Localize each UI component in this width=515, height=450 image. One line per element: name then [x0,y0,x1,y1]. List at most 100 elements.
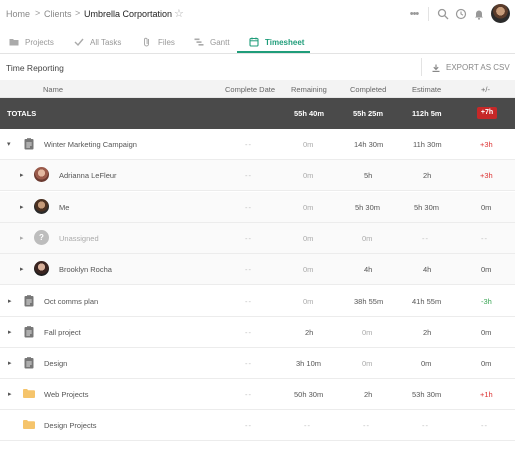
row-name: Unassigned [59,234,99,243]
table-header: Name Complete Date Remaining Completed E… [0,80,515,98]
column-header-estimate[interactable]: Estimate [412,85,442,94]
row-completed: 38h 55m [354,297,384,306]
row-name: Design Projects [44,421,97,430]
avatar [34,261,49,276]
bell-icon[interactable] [473,8,485,20]
search-icon[interactable] [437,8,449,20]
caret-right-icon[interactable]: ▸ [8,360,12,367]
document-icon [24,138,34,150]
row-estimate: 53h 30m [412,390,442,399]
row-name: Brooklyn Rocha [59,265,112,274]
row-diff: 0m [481,203,492,212]
tab-timesheet[interactable]: Timesheet [249,30,304,54]
row-complete-date: -- [245,265,252,274]
table-row[interactable]: ▸ Design -- 3h 10m 0m 0m 0m [0,348,515,379]
column-header-diff[interactable]: +/- [481,85,490,94]
table-row[interactable]: ▾ Winter Marketing Campaign -- 0m 14h 30… [0,129,515,160]
history-icon[interactable] [455,8,467,20]
row-estimate: 2h [423,171,432,180]
table-row[interactable]: ▸ Me -- 0m 5h 30m 5h 30m 0m [0,192,515,223]
caret-right-icon[interactable]: ▸ [20,204,24,211]
caret-right-icon[interactable]: ▸ [8,329,12,336]
more-icon[interactable]: ••• [409,8,420,20]
row-name: Oct comms plan [44,297,99,306]
table-row[interactable]: ▸ Oct comms plan -- 0m 38h 55m 41h 55m -… [0,286,515,317]
tab-gantt[interactable]: Gantt [194,30,230,54]
caret-right-icon[interactable]: ▸ [8,298,12,305]
row-diff: +3h [480,171,493,180]
column-header-remaining[interactable]: Remaining [291,85,327,94]
tab-all-tasks[interactable]: All Tasks [74,30,121,54]
row-diff: 0m [481,328,492,337]
row-estimate: 5h 30m [414,203,440,212]
caret-right-icon[interactable]: ▸ [20,235,24,242]
row-completed: 0m [362,359,373,368]
folder-icon [23,389,35,398]
download-icon [432,64,440,72]
breadcrumb-current: Umbrella Corportation [84,9,173,19]
avatar [34,199,49,214]
row-diff: +3h [480,140,493,149]
breadcrumb-home[interactable]: Home [6,9,31,19]
tab-projects[interactable]: Projects [9,30,54,54]
table-row[interactable]: Design Projects -- -- -- -- -- [0,410,515,441]
row-diff: -3h [481,297,492,306]
section-header: Time Reporting EXPORT AS CSV [0,54,515,80]
row-complete-date: -- [245,171,252,180]
tab-files[interactable]: Files [142,30,175,54]
tab-label: Projects [25,37,54,47]
table-row[interactable]: ▸ Brooklyn Rocha -- 0m 4h 4h 0m [0,254,515,285]
active-tab-indicator [237,51,310,53]
row-completed: -- [363,421,370,430]
column-header-completed[interactable]: Completed [350,85,387,94]
row-diff: +1h [480,390,493,399]
section-title: Time Reporting [6,63,64,73]
unassigned-avatar: ? [34,230,49,245]
table-row[interactable]: ▸ ? Unassigned -- 0m 0m -- -- [0,223,515,254]
document-icon [24,326,34,338]
row-complete-date: -- [245,140,252,149]
breadcrumb-separator: > [35,8,41,18]
table-row[interactable]: ▸ Web Projects -- 50h 30m 2h 53h 30m +1h [0,379,515,410]
folder-icon [9,39,19,46]
row-estimate: 41h 55m [412,297,442,306]
totals-diff-badge: +7h [477,107,497,119]
breadcrumb-clients[interactable]: Clients [44,9,72,19]
row-estimate: -- [422,421,429,430]
row-name: Design [44,359,68,368]
star-icon[interactable]: ☆ [174,8,184,20]
row-completed: 0m [362,328,373,337]
row-completed: 0m [362,234,373,243]
row-remaining: -- [304,421,311,430]
caret-down-icon[interactable]: ▾ [7,141,11,148]
table-row[interactable]: ▸ Fall project -- 2h 0m 2h 0m [0,317,515,348]
totals-estimate: 112h 5m [412,109,442,118]
row-complete-date: -- [245,359,252,368]
caret-right-icon[interactable]: ▸ [8,391,12,398]
row-completed: 5h 30m [355,203,381,212]
row-name: Winter Marketing Campaign [44,140,137,149]
row-completed: 5h [364,171,373,180]
tab-label: Gantt [210,37,230,47]
column-header-name[interactable]: Name [43,85,64,94]
gantt-icon [194,38,204,46]
caret-right-icon[interactable]: ▸ [20,172,24,179]
row-name: Fall project [44,328,81,337]
row-estimate: 11h 30m [413,140,442,149]
table-row[interactable]: ▸ Adrianna LeFleur -- 0m 5h 2h +3h [0,160,515,191]
row-remaining: 0m [303,265,314,274]
row-complete-date: -- [245,328,252,337]
document-icon [24,295,34,307]
caret-right-icon[interactable]: ▸ [20,266,24,273]
row-remaining: 0m [303,297,314,306]
row-name: Adrianna LeFleur [59,171,117,180]
user-avatar[interactable] [491,4,510,23]
avatar [34,167,49,182]
row-diff: 0m [481,265,492,274]
row-complete-date: -- [245,390,252,399]
top-bar: Home > Clients > Umbrella Corportation ☆… [0,0,515,28]
tab-bar: Projects All Tasks Files Gantt Timesheet [0,30,515,54]
column-header-complete-date[interactable]: Complete Date [225,85,276,94]
export-csv-button[interactable]: EXPORT AS CSV [432,63,510,72]
row-estimate: 0m [421,359,432,368]
